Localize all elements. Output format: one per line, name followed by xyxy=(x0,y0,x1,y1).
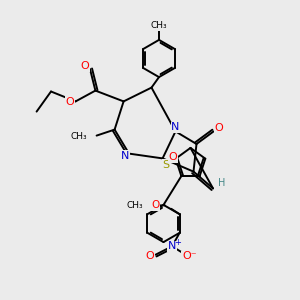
Text: O⁻: O⁻ xyxy=(182,251,196,261)
Text: S: S xyxy=(163,160,170,170)
Text: O: O xyxy=(66,97,75,107)
Text: CH₃: CH₃ xyxy=(151,21,167,30)
Text: O: O xyxy=(80,61,89,71)
Text: N: N xyxy=(168,241,176,251)
Text: CH₃: CH₃ xyxy=(127,201,144,210)
Text: CH₃: CH₃ xyxy=(71,132,88,141)
Text: O: O xyxy=(214,123,224,134)
Text: H: H xyxy=(218,178,225,188)
Text: N: N xyxy=(121,151,130,161)
Text: +: + xyxy=(174,238,181,247)
Text: N: N xyxy=(171,122,180,132)
Text: O: O xyxy=(152,200,160,210)
Text: O: O xyxy=(168,152,177,162)
Text: O: O xyxy=(146,251,154,261)
